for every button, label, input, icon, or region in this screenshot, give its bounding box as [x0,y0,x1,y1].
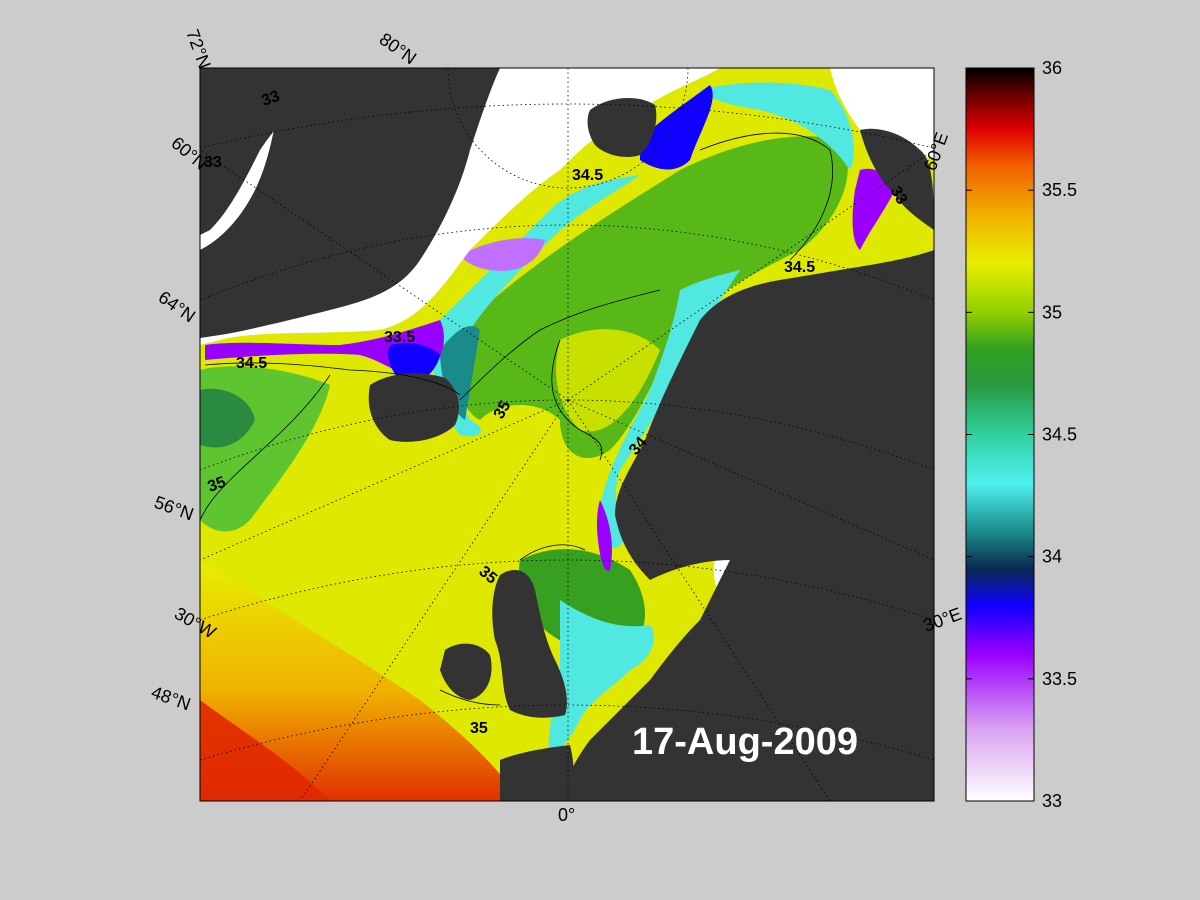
map-panel: 33 33 33 33.5 34 34.5 34.5 34.5 35 35 35… [200,68,934,801]
purple-fresh-water-east-greenland [205,320,444,380]
colorbar-tick-label: 34 [1042,547,1062,567]
sea-ice-kara [830,68,934,160]
norwegian-sea-green [458,136,848,459]
cyan-band-norwegian-coast [600,270,740,549]
lat-label-64n: 64°N [155,287,199,326]
contour-label: 34.5 [784,259,815,276]
land-greenland-west [200,68,330,235]
contour-label: 33.5 [384,329,415,346]
contour-label: 34.5 [572,167,603,184]
land-scandinavia-europe [560,250,934,801]
land-great-britain [492,570,567,718]
contour-label: 33 [887,184,911,208]
land-svalbard [587,98,657,157]
contour-label: 35 [206,474,229,496]
map-frame [199,67,935,802]
colorbar-tick-label: 33 [1042,791,1062,811]
colorbar: 36 35.5 35 34.5 34 33.5 33 [965,58,1077,811]
land-iceland [368,373,459,442]
cyan-band-barents [700,82,854,170]
graticule [200,68,934,801]
land-greenland [200,68,500,338]
lon-label-0: 0° [558,805,575,825]
warm-saline-water-southwest [200,560,520,801]
contour-label: 34.5 [236,355,267,372]
colorbar-tick-label: 33.5 [1042,669,1077,689]
colorbar-tick-label: 35 [1042,302,1062,322]
colorbar-tick-label: 35.5 [1042,180,1077,200]
land-ireland [440,643,492,700]
date-label: 17-Aug-2009 [632,721,858,763]
contour-label: 35 [470,720,488,737]
contour-label: 35 [491,398,515,422]
lat-label-48n: 48°N [149,682,194,715]
lat-label-56n: 56°N [152,492,197,525]
lat-label-80n: 80°N [376,29,420,68]
blue-fresh-water-svalbard [640,85,713,170]
contour-lines [200,132,833,706]
contour-label: 33 [204,154,222,171]
colorbar-ticks: 36 35.5 35 34.5 34 33.5 33 [966,58,1077,811]
colorbar-tick-label: 36 [1042,58,1062,78]
lat-label-72n: 72°N [182,27,215,72]
contour-label: 33 [260,88,283,110]
colorbar-gradient [966,68,1034,801]
land-france [500,745,574,801]
cyan-band-north-sea-coast [548,600,654,760]
colorbar-tick-label: 34.5 [1042,425,1077,445]
